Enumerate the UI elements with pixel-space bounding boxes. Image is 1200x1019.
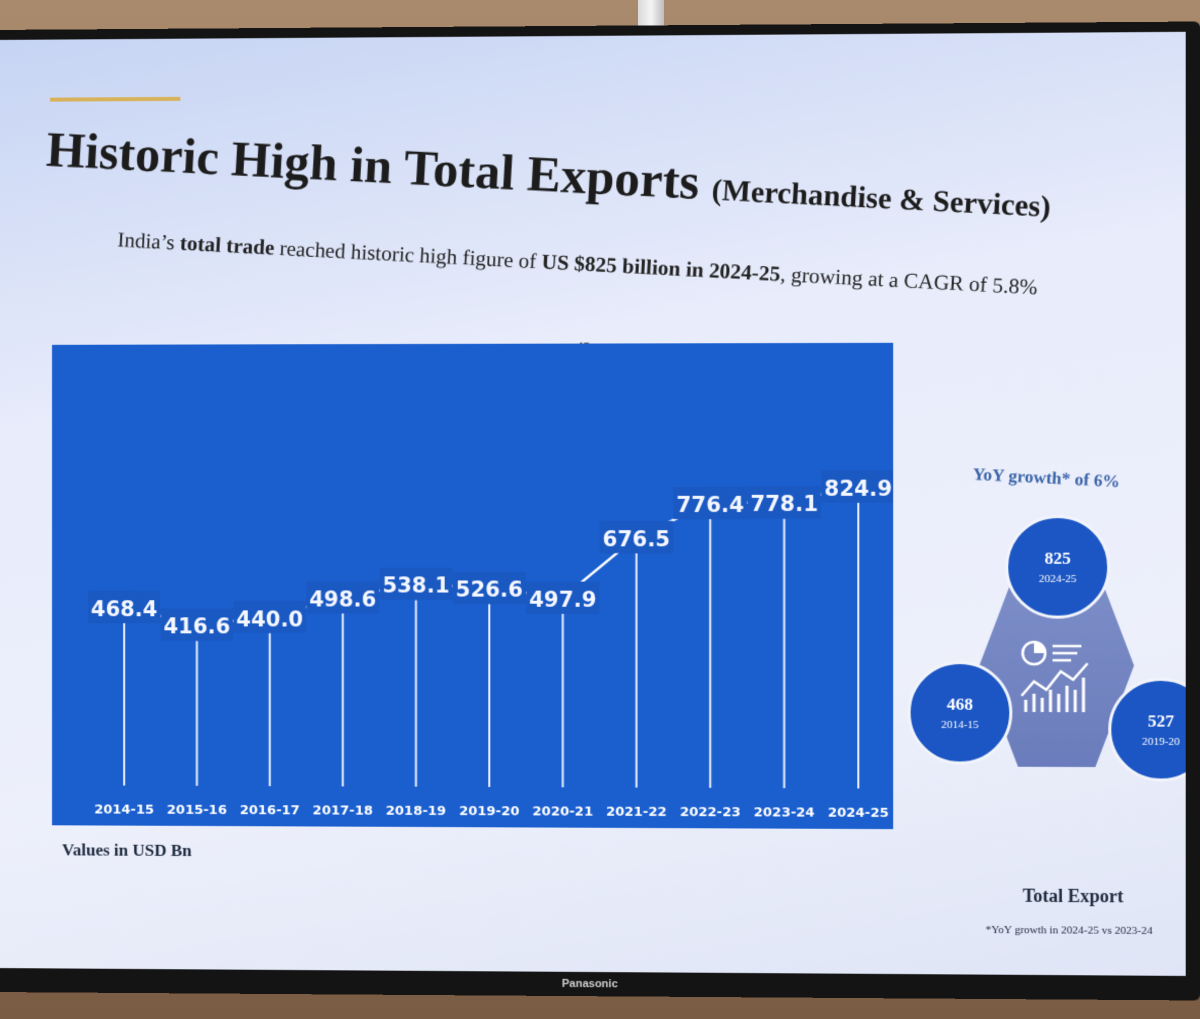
tv-frame: Historic High in Total Exports (Merchand… bbox=[0, 22, 1200, 1001]
x-tick-label: 2018-19 bbox=[386, 804, 446, 819]
x-tick-label: 2014-15 bbox=[94, 802, 154, 817]
title-accent-line bbox=[50, 97, 180, 102]
circle-year: 2014-15 bbox=[941, 719, 979, 731]
x-tick-label: 2017-18 bbox=[313, 803, 373, 818]
slide-screen: Historic High in Total Exports (Merchand… bbox=[0, 32, 1186, 976]
x-tick-label: 2022-23 bbox=[680, 805, 741, 820]
subtitle-text: reached historic high figure of bbox=[274, 236, 543, 274]
value-circle-left: 468 2014-15 bbox=[908, 661, 1013, 765]
yoy-heading: YoY growth* of 6% bbox=[972, 464, 1120, 492]
tv-brand-logo: Panasonic bbox=[0, 974, 1200, 994]
analytics-chart-icon bbox=[1018, 637, 1096, 718]
subtitle-text: India’s bbox=[117, 227, 181, 254]
circle-value: 468 bbox=[947, 695, 973, 715]
exports-line-chart: 468.4416.6 440.0498.6538.1 526.6 497.9 676.5… bbox=[52, 343, 893, 829]
data-label: 440.0 bbox=[236, 607, 303, 631]
subtitle-bold: US $825 billion in 2024-25 bbox=[541, 249, 781, 286]
subtitle-text: , growing at a CAGR of 5.8% bbox=[780, 262, 1038, 300]
x-tick-label: 2024-25 bbox=[828, 806, 889, 821]
x-tick-label: 2016-17 bbox=[240, 803, 300, 818]
data-label: 776.4 bbox=[676, 493, 744, 517]
x-tick-label: 2020-21 bbox=[533, 804, 594, 819]
values-note: Values in USD Bn bbox=[62, 840, 192, 861]
data-label: 676.5 bbox=[603, 527, 671, 551]
data-label: 497.9 bbox=[529, 588, 596, 612]
circle-value: 527 bbox=[1148, 711, 1174, 731]
x-tick-label: 2023-24 bbox=[754, 805, 815, 820]
data-label: 498.6 bbox=[309, 587, 376, 611]
x-tick-label: 2015-16 bbox=[167, 803, 227, 818]
x-tick-label: 2021-22 bbox=[606, 805, 667, 820]
data-label: 416.6 bbox=[164, 615, 231, 639]
circle-year: 2024-25 bbox=[1039, 573, 1077, 585]
data-label: 468.4 bbox=[91, 597, 158, 621]
data-label: 538.1 bbox=[382, 574, 449, 598]
circle-value: 825 bbox=[1045, 549, 1071, 569]
subtitle-bold: total trade bbox=[179, 231, 275, 260]
total-export-caption: Total Export bbox=[1023, 886, 1124, 908]
value-circle-top: 825 2024-25 bbox=[1005, 515, 1110, 619]
x-tick-label: 2019-20 bbox=[459, 804, 519, 819]
circle-year: 2019-20 bbox=[1142, 736, 1180, 748]
slide-subtitle: India’s total trade reached historic hig… bbox=[117, 227, 1038, 300]
exports-chart: 468.4 416.6 440.0 498.6 538.1 526.6 497.9 676.5… bbox=[52, 343, 893, 829]
slide-title: Historic High in Total Exports (Merchand… bbox=[45, 120, 1053, 229]
title-main: Historic High in Total Exports bbox=[45, 121, 701, 210]
yoy-footnote: *YoY growth in 2024-25 vs 2023-24 bbox=[986, 924, 1153, 937]
data-label: 526.6 bbox=[456, 578, 523, 602]
data-label: 778.1 bbox=[750, 492, 818, 516]
title-sub: (Merchandise & Services) bbox=[711, 173, 1052, 224]
data-label: 824.9 bbox=[824, 476, 892, 500]
growth-infographic: 825 2024-25 468 2014-15 527 2019-20 bbox=[899, 495, 1185, 800]
